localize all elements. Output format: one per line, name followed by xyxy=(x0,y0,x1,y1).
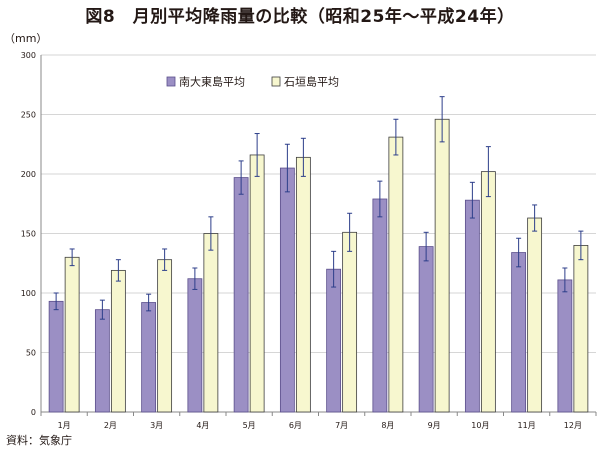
y-tick-label: 50 xyxy=(26,349,36,358)
y-tick-label: 0 xyxy=(31,408,36,417)
x-tick-label: 11月 xyxy=(518,421,536,430)
x-tick-label: 4月 xyxy=(196,421,209,430)
bar-series-2 xyxy=(434,118,450,413)
bar-series-1 xyxy=(372,198,388,413)
chart-title: 図8 月別平均降雨量の比較（昭和25年～平成24年） xyxy=(85,7,515,27)
legend-swatch-series-1 xyxy=(166,76,176,87)
bar-series-2 xyxy=(110,269,126,413)
bar-series-2 xyxy=(157,259,173,413)
y-tick-label: 250 xyxy=(21,111,36,120)
legend-label-series-2: 石垣島平均 xyxy=(284,75,339,89)
bar-series-1 xyxy=(464,199,480,413)
bar-series-2 xyxy=(573,244,589,413)
bar-series-2 xyxy=(249,154,265,413)
source-note: 資料：気象庁 xyxy=(6,434,72,447)
bar-series-1 xyxy=(418,246,434,413)
x-tick-label: 9月 xyxy=(428,421,441,430)
y-tick-label: 150 xyxy=(21,230,36,239)
bar-series-2 xyxy=(342,231,358,413)
bar-series-2 xyxy=(64,256,80,413)
x-tick-label: 1月 xyxy=(58,421,71,430)
x-tick-label: 8月 xyxy=(381,421,394,430)
bar-series-1 xyxy=(557,279,573,413)
x-tick-label: 7月 xyxy=(335,421,348,430)
x-tick-label: 3月 xyxy=(150,421,163,430)
bar-series-1 xyxy=(511,252,527,413)
bar-series-1 xyxy=(326,268,342,413)
bar-series-1 xyxy=(187,278,203,413)
bar-series-1 xyxy=(48,300,64,413)
y-tick-label: 100 xyxy=(21,289,36,298)
y-axis-unit: （mm） xyxy=(4,32,48,45)
bar-series-1 xyxy=(233,177,249,413)
y-tick-label: 300 xyxy=(21,51,36,60)
bar-series-2 xyxy=(527,217,543,413)
legend-label-series-1: 南大東島平均 xyxy=(179,75,245,89)
y-tick-label: 200 xyxy=(21,170,36,179)
x-tick-label: 2月 xyxy=(104,421,117,430)
bar-series-2 xyxy=(295,156,311,413)
bar-series-2 xyxy=(480,171,496,413)
bar-series-2 xyxy=(388,136,404,413)
bar-series-1 xyxy=(94,309,110,413)
x-tick-label: 5月 xyxy=(243,421,256,430)
x-tick-label: 12月 xyxy=(564,421,582,430)
bar-series-1 xyxy=(279,167,295,413)
bar-series-1 xyxy=(141,302,157,413)
bar-series-2 xyxy=(203,233,219,413)
x-tick-label: 10月 xyxy=(471,421,489,430)
x-tick-label: 6月 xyxy=(289,421,302,430)
legend-swatch-series-2 xyxy=(271,76,281,87)
